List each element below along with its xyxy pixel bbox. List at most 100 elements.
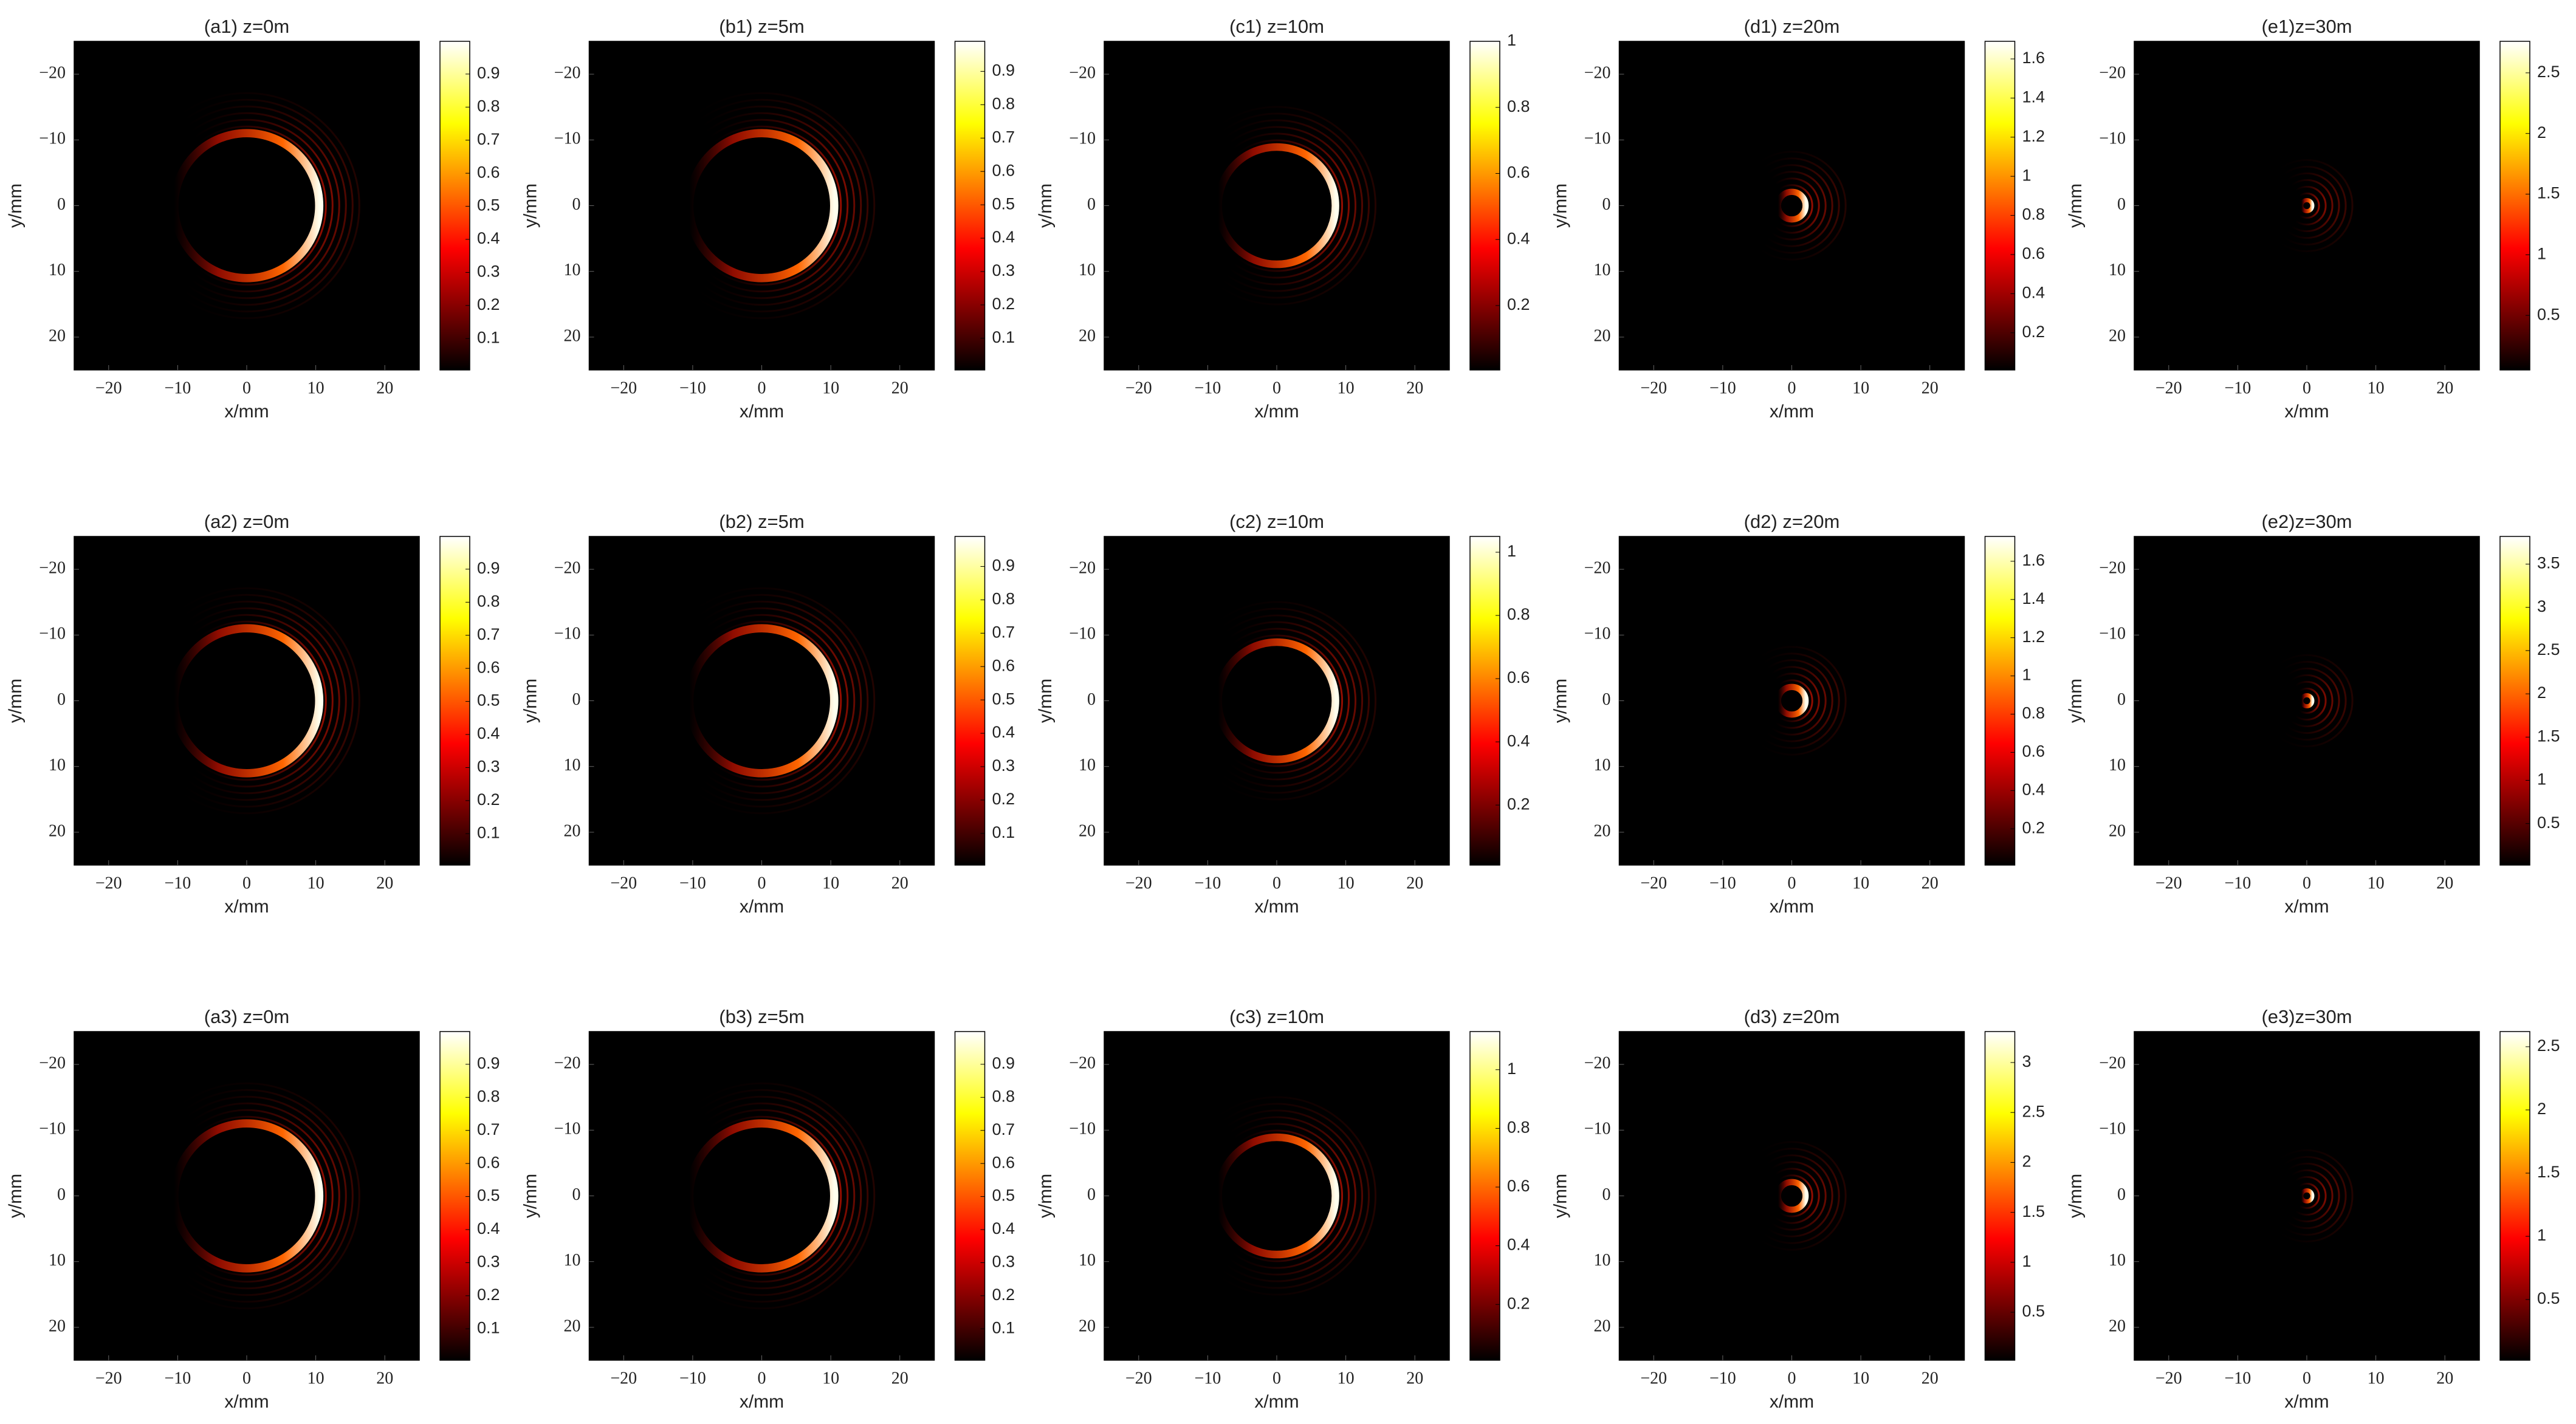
x-tick-label: 0 [1273,874,1281,892]
heatmap-image [2134,536,2479,865]
y-tick-label: 20 [1594,326,1611,345]
fringe [1770,679,1813,722]
fringe [133,587,360,815]
beam-ring [1774,1179,1809,1213]
fringe [1183,1103,1370,1289]
x-tick-label: 20 [2436,378,2453,397]
colorbar-tick-label: 1.5 [2022,1202,2045,1220]
y-axis-label: y/mm [520,679,540,723]
fringe [1764,177,1820,234]
y-axis-label: y/mm [2066,679,2086,723]
y-axis-label: y/mm [1036,1174,1056,1218]
x-axis-label: x/mm [2284,402,2329,422]
heatmap-image [589,41,935,370]
colorbar-tick-label: 0.6 [477,1153,500,1171]
x-tick-label: 0 [758,1369,766,1388]
colorbar-tick-label: 0.9 [477,64,500,82]
x-tick-label: −10 [2225,1369,2251,1388]
fringe [1737,1141,1847,1251]
colorbar-tick-label: 1 [1507,31,1516,49]
colorbar-tick-label: 0.6 [992,161,1015,179]
colorbar-tick-label: 0.2 [1507,795,1530,813]
colorbar-tick-label: 0.2 [477,295,500,313]
heatmap-image [589,536,935,865]
x-tick-label: 0 [758,378,766,397]
beam-ring [1774,683,1809,718]
y-tick-label: −10 [39,625,66,643]
heatmap-image [1619,41,1965,370]
colorbar-tick-label: 0.5 [992,1186,1015,1205]
y-axis-label: y/mm [520,183,540,228]
x-tick-label: 20 [2436,874,2453,892]
fringe [140,98,354,313]
fringe [2260,1149,2354,1243]
y-axis-label: y/mm [2066,183,2086,228]
y-tick-label: −10 [1069,625,1096,643]
colorbar-tick-label: 1.4 [2022,589,2045,608]
colorbar-tick-label: 0.6 [477,658,500,676]
colorbar-tick-label: 0.9 [992,61,1015,80]
colorbar-tick-label: 0.5 [477,196,500,214]
colorbar-tick-label: 0.3 [477,1253,500,1271]
beam-ring [1774,188,1809,223]
x-tick-label: −10 [1709,1369,1736,1388]
x-axis-label: x/mm [224,897,269,917]
y-tick-label: 0 [1087,690,1096,709]
x-tick-label: 20 [376,1369,393,1388]
y-tick-label: 10 [2109,1251,2126,1270]
fringe [2267,660,2347,741]
colorbar-tick-label: 0.8 [2022,205,2045,224]
x-tick-label: 10 [1852,1369,1869,1388]
colorbar-tick-label: 0.2 [992,295,1015,313]
x-tick-label: −20 [610,874,637,892]
x-tick-label: −20 [2155,378,2182,397]
fringe [1770,1174,1813,1217]
fringe [1757,666,1827,736]
colorbar-tick-label: 0.8 [2022,704,2045,722]
fringe [133,92,360,320]
fringe [1750,1154,1833,1237]
fringe [1203,628,1350,774]
x-tick-label: −10 [165,1369,191,1388]
colorbar-tick-label: 0.5 [992,690,1015,708]
fringe [1197,126,1357,286]
heatmap-image [589,1032,935,1360]
y-tick-label: 0 [1602,195,1611,214]
x-tick-label: 10 [822,1369,839,1388]
panel-title: (e1)z=30m [2261,16,2352,37]
colorbar-tick-label: 1.4 [2022,88,2045,106]
y-tick-label: 10 [49,756,66,775]
y-tick-label: −20 [39,559,66,578]
colorbar-tick-label: 0.7 [477,1120,500,1138]
fringe [133,1082,360,1310]
fringe [153,112,340,300]
y-tick-label: 0 [1087,195,1096,214]
fringe [2287,185,2327,226]
y-tick-label: 20 [1594,821,1611,840]
x-tick-label: 20 [376,874,393,892]
colorbar-tick-label: 0.2 [2022,818,2045,837]
fringe [167,1115,327,1276]
heatmap-image [74,1032,419,1360]
colorbar-tick-label: 0.5 [477,1186,500,1205]
x-axis-label: x/mm [740,1392,784,1412]
fringe [153,1102,340,1290]
x-tick-label: −20 [95,378,122,397]
colorbar [954,41,986,371]
x-tick-label: −10 [679,378,706,397]
fringe [1197,1116,1357,1276]
fringe [1743,652,1840,749]
fringe [648,1082,876,1310]
colorbar-tick-label: 1.5 [2537,184,2560,202]
x-tick-label: 0 [1273,378,1281,397]
x-tick-label: 0 [1788,1369,1796,1388]
y-tick-label: 10 [564,1251,581,1270]
y-tick-label: −20 [39,64,66,83]
fringe [1750,659,1833,742]
fringe [1210,1129,1344,1262]
y-tick-label: 0 [57,690,66,709]
colorbar-tick-label: 1 [2022,666,2032,684]
y-tick-label: 10 [1594,1251,1611,1270]
colorbar [439,536,470,866]
colorbar-tick-label: 0.2 [1507,1294,1530,1312]
